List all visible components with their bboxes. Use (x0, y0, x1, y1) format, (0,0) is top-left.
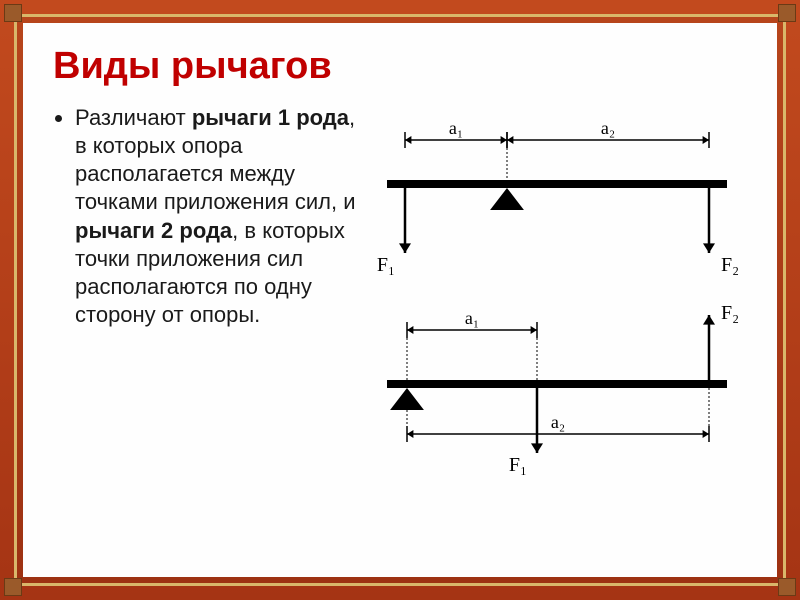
text-bold1: рычаги 1 рода (192, 105, 349, 130)
corner-decoration (778, 578, 796, 596)
svg-text:a₂: a₂ (551, 412, 565, 432)
gold-border: Виды рычагов Различают рычаги 1 рода, в … (14, 14, 786, 586)
svg-text:F₂: F₂ (721, 254, 739, 276)
slide-frame: Виды рычагов Различают рычаги 1 рода, в … (0, 0, 800, 600)
svg-text:F₁: F₁ (509, 454, 527, 476)
text-prefix: Различают (75, 105, 192, 130)
text-bold2: рычаги 2 рода (75, 218, 232, 243)
bullet-item: Различают рычаги 1 рода, в которых опора… (75, 104, 359, 329)
slide-body: Виды рычагов Различают рычаги 1 рода, в … (23, 23, 777, 577)
svg-text:a₁: a₁ (449, 118, 463, 138)
svg-text:F₂: F₂ (721, 302, 739, 324)
lever-diagram-first-kind: a₁ a₂ F₁ F₂ (367, 104, 747, 294)
corner-decoration (4, 578, 22, 596)
corner-decoration (4, 4, 22, 22)
corner-decoration (778, 4, 796, 22)
slide-title: Виды рычагов (53, 45, 747, 88)
svg-text:a₁: a₁ (465, 308, 479, 328)
content-row: Различают рычаги 1 рода, в которых опора… (53, 104, 747, 524)
svg-text:F₁: F₁ (377, 254, 395, 276)
diagrams: a₁ a₂ F₁ F₂ a₁ F₁ F₂ a₂ (367, 104, 747, 524)
lever-diagram-second-kind: a₁ F₁ F₂ a₂ (367, 294, 747, 524)
svg-text:a₂: a₂ (601, 118, 615, 138)
bullet-text: Различают рычаги 1 рода, в которых опора… (53, 104, 359, 524)
